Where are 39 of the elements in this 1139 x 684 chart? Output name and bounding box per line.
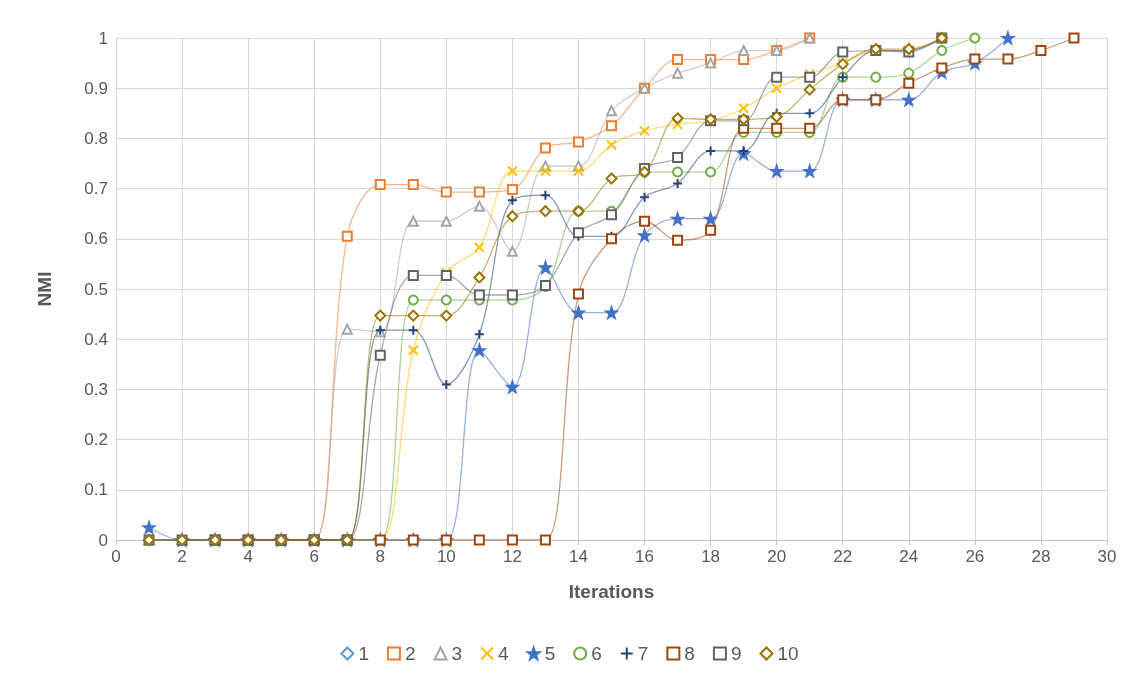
x-tick-label: 28 (1031, 547, 1051, 566)
x-tick-label: 16 (635, 547, 654, 566)
legend-label: 6 (591, 643, 602, 664)
x-tick-label: 26 (965, 547, 985, 566)
y-tick-label: 0.1 (84, 480, 108, 500)
y-tick-label: 0.7 (84, 179, 108, 199)
y-axis-title: NMI (34, 271, 55, 307)
y-tick-label: 0.3 (84, 379, 108, 399)
legend-label: 4 (498, 643, 510, 664)
x-tick-label: 30 (1097, 547, 1117, 566)
y-tick-label: 0.4 (84, 329, 108, 349)
x-tick-label: 14 (569, 547, 588, 566)
legend-label: 7 (637, 643, 649, 664)
x-tick-label: 18 (701, 547, 721, 566)
x-tick-label: 2 (177, 547, 187, 566)
legend-label: 3 (451, 643, 463, 664)
y-tick-label: 0.9 (84, 78, 108, 98)
y-tick-label: 0 (98, 530, 108, 550)
legend-label: 8 (684, 643, 695, 664)
x-tick-label: 8 (375, 547, 385, 566)
y-tick-label: 1 (98, 28, 108, 48)
x-tick-label: 22 (833, 547, 853, 566)
legend-label: 1 (358, 643, 369, 664)
x-axis-title: Iterations (568, 581, 655, 602)
x-tick-label: 0 (111, 547, 121, 566)
x-tick-label: 12 (502, 547, 522, 566)
x-tick-label: 24 (899, 547, 919, 566)
y-tick-label: 0.5 (84, 279, 108, 299)
x-tick-label: 6 (309, 547, 319, 566)
y-tick-label: 0.6 (84, 229, 108, 249)
x-tick-label: 20 (767, 547, 787, 566)
legend-label: 9 (730, 643, 742, 664)
legend-label: 5 (544, 643, 556, 664)
legend-label: 2 (404, 643, 416, 664)
y-tick-label: 0.2 (84, 430, 108, 450)
x-tick-label: 4 (243, 547, 253, 566)
y-tick-label: 0.8 (84, 128, 108, 148)
x-tick-label: 10 (436, 547, 456, 566)
legend-label: 10 (777, 643, 799, 664)
